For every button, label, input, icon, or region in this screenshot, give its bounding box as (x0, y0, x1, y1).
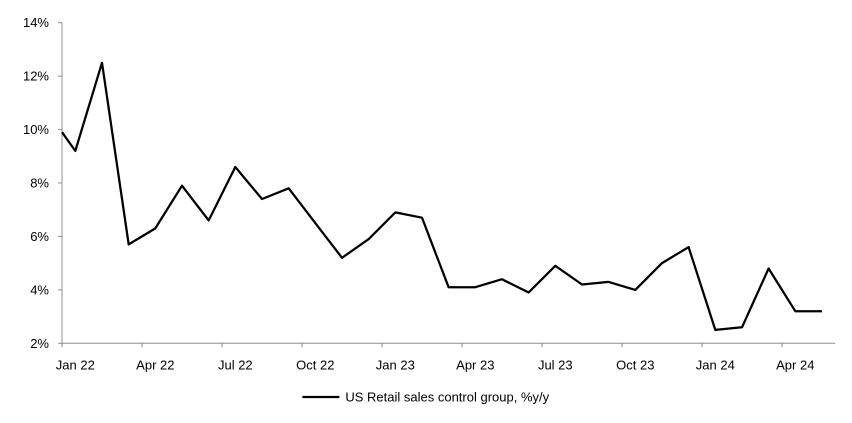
x-tick-label: Jul 23 (538, 358, 573, 373)
y-tick-label: 12% (23, 69, 49, 84)
y-tick-label: 14% (23, 15, 49, 30)
y-tick-label: 10% (23, 122, 49, 137)
x-tick-label: Oct 22 (296, 358, 334, 373)
series-line (61, 61, 822, 332)
x-tick-label: Jan 24 (696, 358, 735, 373)
x-tick-label: Oct 23 (616, 358, 654, 373)
x-tick-label: Apr 23 (456, 358, 494, 373)
x-tick-label: Jan 22 (56, 358, 95, 373)
legend: US Retail sales control group, %y/y (302, 390, 550, 405)
legend-label: US Retail sales control group, %y/y (345, 390, 549, 405)
y-tick-label: 8% (30, 176, 49, 191)
x-axis: Jan 22 Apr 22 Jul 22 Oct 22 Jan 23 Apr 23 Jul … (56, 342, 836, 373)
x-tick-label: Jan 23 (376, 358, 415, 373)
y-tick-label: 6% (30, 229, 49, 244)
y-tick-label: 2% (30, 336, 49, 351)
x-tick-label: Apr 24 (776, 358, 814, 373)
y-tick-label: 4% (30, 282, 49, 297)
y-axis: 2% 4% 6% 8% 10% 12% 14% (23, 15, 63, 351)
x-tick-label: Apr 22 (136, 358, 174, 373)
series-group (61, 61, 822, 332)
x-tick-label: Jul 22 (218, 358, 253, 373)
